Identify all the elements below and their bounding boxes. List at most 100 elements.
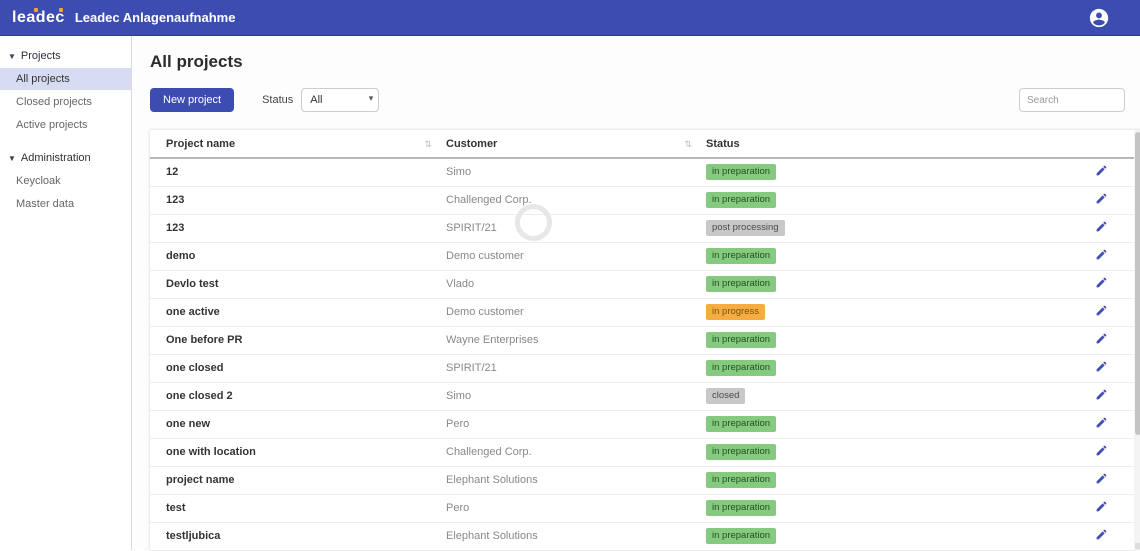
project-name-cell: one closed [150,354,446,383]
sort-icon[interactable]: ⇅ [684,139,692,149]
chevron-down-icon: ▼ [8,51,16,61]
sidebar-item-all-projects[interactable]: All projects [0,68,131,90]
status-badge: post processing [706,220,785,236]
status-cell: in preparation [706,242,1066,271]
actions-cell [1066,214,1134,243]
main-content: All projects New project Status All ▾ Pr… [133,36,1140,551]
sort-icon[interactable]: ⇅ [424,139,432,149]
customer-cell: Pero [446,410,706,439]
leadec-logo: leadec [12,7,65,26]
table-row: one active Demo customer in progress [150,298,1134,327]
status-cell: in preparation [706,410,1066,439]
project-name-cell: 12 [150,158,446,187]
status-cell: in preparation [706,158,1066,187]
status-cell: post processing [706,214,1066,243]
status-cell: in preparation [706,326,1066,355]
edit-pencil-icon[interactable] [1095,416,1108,429]
status-badge: in progress [706,304,765,320]
actions-cell [1066,466,1134,495]
customer-cell: Elephant Solutions [446,522,706,551]
edit-pencil-icon[interactable] [1095,332,1108,345]
customer-cell: SPIRIT/21 [446,214,706,243]
table-row: One before PR Wayne Enterprises in prepara… [150,326,1134,355]
customer-cell: Simo [446,382,706,411]
app-title: Leadec Anlagenaufnahme [74,10,236,25]
status-badge: in preparation [706,416,777,432]
scrollbar-corner [1135,542,1140,549]
customer-cell: Demo customer [446,242,706,271]
status-badge: in preparation [706,444,777,460]
status-badge: in preparation [706,500,777,516]
status-cell: in preparation [706,494,1066,523]
customer-cell: Wayne Enterprises [446,326,706,355]
status-cell: in progress [706,298,1066,327]
new-project-button[interactable]: New project [150,88,235,112]
scrollbar-thumb[interactable] [1135,132,1140,435]
logo-accent-dot [34,7,38,12]
status-filter-select-wrap: All ▾ [301,88,380,112]
sidebar-group-header-projects[interactable]: ▼ Projects [0,44,131,67]
project-name-cell: test [150,494,446,523]
status-badge: in preparation [706,332,777,348]
column-header-customer[interactable]: Customer ⇅ [446,130,706,159]
project-name-cell: 123 [150,214,446,243]
user-account-icon[interactable] [1088,7,1110,29]
edit-pencil-icon[interactable] [1095,444,1108,457]
edit-pencil-icon[interactable] [1095,304,1108,317]
sidebar-item-active-projects[interactable]: Active projects [16,119,88,131]
project-name-cell: Devlo test [150,270,446,299]
status-badge: in preparation [706,528,777,544]
status-filter-select[interactable]: All [301,88,380,112]
status-cell: in preparation [706,270,1066,299]
project-name-cell: one with location [150,438,446,467]
status-cell: in preparation [706,438,1066,467]
edit-pencil-icon[interactable] [1095,528,1108,541]
table-header-row: Project name ⇅ Customer ⇅ Status [150,130,1134,159]
edit-pencil-icon[interactable] [1095,220,1108,233]
column-header-project-name[interactable]: Project name ⇅ [150,130,446,159]
actions-cell [1066,410,1134,439]
edit-pencil-icon[interactable] [1095,164,1108,177]
customer-cell: Challenged Corp. [446,438,706,467]
status-badge: in preparation [706,248,777,264]
table-row: one closed 2 Simo closed [150,382,1134,411]
table-row: one with location Challenged Corp. in prep… [150,438,1134,467]
actions-cell [1066,158,1134,187]
status-cell: in preparation [706,522,1066,551]
projects-table: Project name ⇅ Customer ⇅ Status 12 Simo i… [150,130,1134,551]
edit-pencil-icon[interactable] [1095,192,1108,205]
logo-accent-dot [59,7,63,12]
customer-cell: Demo customer [446,298,706,327]
sidebar-item-keycloak[interactable]: Keycloak [16,175,61,187]
table-row: 123 Challenged Corp. in preparation [150,186,1134,215]
sidebar-group-label: Projects [20,50,61,62]
project-name-cell: testljubica [150,522,446,551]
table-row: one closed SPIRIT/21 in preparation [150,354,1134,383]
customer-cell: Challenged Corp. [446,186,706,215]
actions-cell [1066,354,1134,383]
edit-pencil-icon[interactable] [1095,248,1108,261]
table-body: 12 Simo in preparation 123 Challenged Corp. i… [150,158,1134,551]
sidebar-group-header-administration[interactable]: ▼ Administration [0,146,131,169]
column-header-actions [1066,130,1134,159]
edit-pencil-icon[interactable] [1095,388,1108,401]
search-input[interactable] [1019,88,1125,112]
edit-pencil-icon[interactable] [1095,360,1108,373]
actions-cell [1066,298,1134,327]
chevron-down-icon: ▼ [8,153,16,163]
table-scrollbar[interactable] [1134,130,1140,551]
edit-pencil-icon[interactable] [1095,276,1108,289]
project-name-cell: 123 [150,186,446,215]
edit-pencil-icon[interactable] [1095,472,1108,485]
sidebar-item-closed-projects[interactable]: Closed projects [16,96,92,108]
table-row: demo Demo customer in preparation [150,242,1134,271]
projects-table-card: Project name ⇅ Customer ⇅ Status 12 Simo i… [150,130,1140,551]
sidebar: ▼ Projects All projects Closed projects Acti… [0,36,132,550]
sidebar-item-master-data[interactable]: Master data [16,198,75,210]
customer-cell: SPIRIT/21 [446,354,706,383]
status-badge: in preparation [706,276,777,292]
edit-pencil-icon[interactable] [1095,500,1108,513]
project-name-cell: project name [150,466,446,495]
table-row: one new Pero in preparation [150,410,1134,439]
table-row: project name Elephant Solutions in prepara… [150,466,1134,495]
